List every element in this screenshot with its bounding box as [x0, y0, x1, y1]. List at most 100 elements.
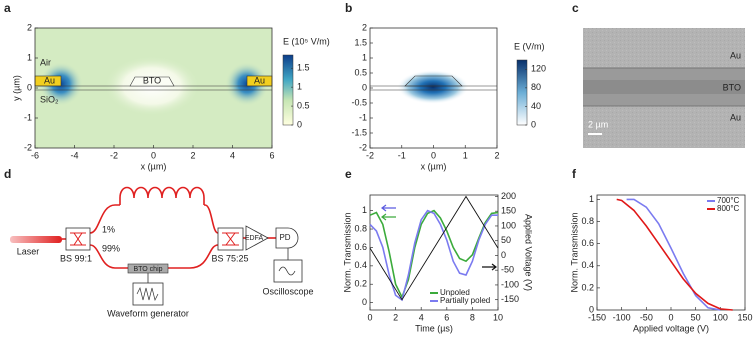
- plot-frame: [369, 194, 499, 311]
- panel-label: d: [4, 167, 11, 181]
- data-line: [369, 209, 499, 300]
- y-tick-label: 2: [27, 22, 32, 32]
- x-tick-label: -50: [640, 312, 653, 322]
- x-tick-label: 4: [230, 150, 235, 160]
- y2-tick-label: 150: [501, 206, 516, 216]
- node-label: BS 99:1: [60, 253, 92, 263]
- colorbar-b: [516, 59, 528, 126]
- annotation: SiO₂: [40, 94, 59, 104]
- data-line: [369, 195, 499, 301]
- axis-arrows: [381, 204, 497, 271]
- y2-axis-label: Applied Voltage (V): [524, 214, 534, 291]
- sem-label: Au: [730, 50, 741, 60]
- y-tick-label: 0.8: [354, 223, 367, 233]
- colorbar-tick-label: 0: [297, 119, 302, 129]
- y-tick-label: 1: [27, 52, 32, 62]
- y-tick-label: 0.2: [581, 282, 594, 292]
- colorbar-tick-label: 1.5: [297, 63, 310, 73]
- scale-bar-label: 2 µm: [588, 119, 608, 129]
- y-tick-label: 0.5: [354, 67, 367, 77]
- y2-tick-label: 0: [501, 250, 506, 260]
- data-line: [626, 198, 721, 311]
- x-tick-label: 1: [463, 150, 468, 160]
- colorbar-tick-label: 80: [531, 82, 541, 92]
- y2-tick-label: -100: [501, 279, 519, 289]
- node-label: 1%: [102, 224, 115, 234]
- sem-image: [583, 28, 745, 148]
- node-label: EDFA: [245, 235, 264, 242]
- annotation: Au: [254, 75, 265, 85]
- legend-label: 800°C: [717, 204, 740, 213]
- setup-diagram: [10, 186, 303, 306]
- y-tick-label: 0: [362, 82, 367, 92]
- panel-label: c: [572, 1, 579, 15]
- y-tick-label: 0: [27, 82, 32, 92]
- y-tick-label: 1.5: [354, 37, 367, 47]
- x-tick-label: 50: [691, 312, 701, 322]
- data-line: [616, 198, 733, 311]
- x-tick-label: -1: [398, 150, 406, 160]
- y-tick-label: -0.5: [351, 97, 367, 107]
- annotation: BTO: [143, 75, 161, 85]
- node-label: PD: [279, 233, 290, 242]
- x-tick-label: 150: [737, 312, 752, 322]
- x-tick-label: 0: [431, 150, 436, 160]
- x-tick-label: -100: [613, 312, 631, 322]
- node-label: Laser: [17, 246, 40, 256]
- y2-tick-label: 200: [501, 191, 516, 201]
- y2-tick-label: 50: [501, 235, 511, 245]
- panel-label: e: [345, 167, 352, 181]
- x-tick-label: 0: [668, 312, 673, 322]
- legend-label: Partially poled: [440, 296, 490, 305]
- y-tick-label: 0.2: [354, 279, 367, 289]
- x-axis-label: Time (µs): [415, 323, 453, 333]
- legend-label: Unpoled: [440, 288, 470, 297]
- y-axis-label: y (µm): [11, 75, 21, 101]
- sem-label: Au: [730, 112, 741, 122]
- y-tick-label: 1: [362, 205, 367, 215]
- x-axis-label: x (µm): [421, 161, 447, 171]
- y-tick-label: 0.4: [354, 260, 367, 270]
- y-tick-label: 0.8: [581, 216, 594, 226]
- field-map-b: [370, 28, 497, 148]
- node-label: Waveform generator: [107, 308, 189, 318]
- y-axis-label: Norm. Transmission: [342, 212, 352, 292]
- x-axis-label: Applied voltage (V): [633, 323, 709, 333]
- annotation: Air: [40, 57, 51, 67]
- y-tick-label: -2: [359, 142, 367, 152]
- x-tick-label: -6: [31, 150, 39, 160]
- colorbar-tick-label: 1: [297, 82, 302, 92]
- colorbar-a: [282, 54, 294, 126]
- node-label: BTO chip: [133, 266, 162, 273]
- y2-tick-label: 100: [501, 220, 516, 230]
- colorbar-tick-label: 40: [531, 101, 541, 111]
- y-tick-label: -1.5: [351, 127, 367, 137]
- x-tick-label: 8: [470, 312, 475, 322]
- y-tick-label: 0.6: [581, 238, 594, 248]
- annotation: Au: [44, 75, 55, 85]
- node-label: 99%: [102, 243, 120, 253]
- x-tick-label: 2: [393, 312, 398, 322]
- colorbar-title: E (V/m): [514, 41, 545, 51]
- y2-tick-label: -50: [501, 265, 514, 275]
- panel-label: f: [572, 167, 577, 181]
- y-tick-label: 0.4: [581, 260, 594, 270]
- y-tick-label: 1: [589, 194, 594, 204]
- y-tick-label: 2: [362, 22, 367, 32]
- field-map-a: [34, 28, 273, 148]
- x-tick-label: 0: [151, 150, 156, 160]
- x-tick-label: -2: [110, 150, 118, 160]
- node-label: BS 75:25: [211, 253, 248, 263]
- y-tick-label: -1: [359, 112, 367, 122]
- y-tick-label: 0: [362, 297, 367, 307]
- y-tick-label: 0.6: [354, 242, 367, 252]
- y-tick-label: -1: [24, 112, 32, 122]
- x-tick-label: 100: [713, 312, 728, 322]
- x-tick-label: 2: [494, 150, 499, 160]
- x-tick-label: 6: [444, 312, 449, 322]
- x-tick-label: 4: [419, 312, 424, 322]
- y-tick-label: 0: [589, 304, 594, 314]
- node-label: Oscilloscope: [262, 286, 313, 296]
- y-tick-label: -2: [24, 142, 32, 152]
